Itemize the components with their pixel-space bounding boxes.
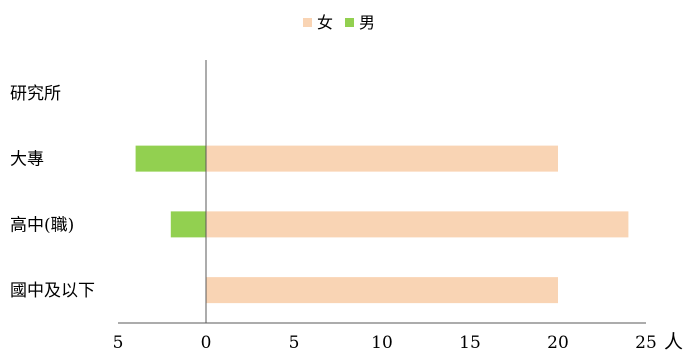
category-label: 大專	[10, 150, 44, 170]
x-tick-label: 15	[459, 333, 481, 353]
bar-male-2	[135, 145, 206, 172]
bar-female-1	[206, 211, 629, 238]
x-axis-label: 人	[664, 331, 683, 353]
bar-male-1	[170, 211, 206, 238]
legend-label-male: 男	[359, 13, 375, 32]
category-label: 高中(職)	[10, 215, 74, 235]
x-tick-label: 5	[289, 333, 300, 353]
x-tick-label: 0	[201, 333, 212, 353]
axes	[118, 60, 646, 324]
x-tick-label: 10	[371, 333, 393, 353]
x-tick-label: 5	[113, 333, 124, 353]
legend-swatch-female	[303, 18, 312, 27]
x-tick-label: 25	[635, 333, 657, 353]
bars	[135, 145, 629, 304]
category-label: 國中及以下	[10, 281, 95, 301]
category-label: 研究所	[10, 84, 61, 104]
legend-swatch-male	[345, 18, 354, 27]
legend-label-female: 女	[317, 13, 333, 32]
x-tick-label: 20	[547, 333, 569, 353]
bar-female-2	[206, 145, 558, 172]
labels: 5 0 5 10 15 20 25 人 國中及以下 高中(職) 大專 研究所	[10, 84, 683, 353]
bar-female-0	[206, 277, 558, 304]
legend: 女男	[303, 13, 375, 32]
